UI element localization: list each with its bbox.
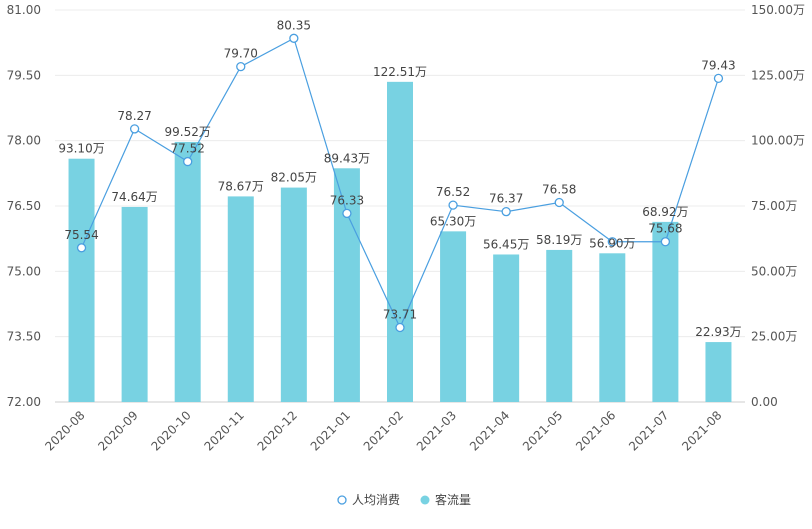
bar (705, 342, 732, 402)
line-value-label: 76.58 (542, 183, 576, 197)
bar-value-label: 122.51万 (373, 65, 427, 79)
y-right-tick-label: 0.00 (751, 395, 778, 409)
bar (493, 254, 520, 402)
bar-series (68, 81, 732, 403)
bar-value-label: 82.05万 (271, 171, 317, 185)
line-series (76, 33, 724, 333)
bar (68, 158, 95, 402)
bar (227, 196, 254, 402)
legend: 人均消费 客流量 (337, 492, 472, 507)
legend-line-marker (337, 495, 347, 505)
line-point (660, 237, 671, 247)
line-point (183, 156, 193, 167)
x-tick-label: 2021-02 (361, 408, 406, 453)
legend-item-line[interactable]: 人均消费 (337, 493, 400, 507)
line-point (554, 197, 564, 208)
bar-value-label: 93.10万 (58, 142, 104, 156)
y-left-tick-label: 78.00 (7, 134, 41, 148)
x-tick-label: 2020-09 (95, 408, 140, 453)
legend-bar-label: 客流量 (435, 492, 471, 507)
bar (121, 206, 148, 402)
line-value-label: 76.37 (489, 192, 523, 206)
x-tick-label: 2021-07 (626, 408, 671, 453)
line-point (129, 124, 140, 134)
bar (387, 81, 413, 403)
bar-value-label: 65.30万 (430, 214, 476, 228)
line-point (236, 61, 246, 72)
bar (333, 168, 360, 402)
x-tick-label: 2021-06 (573, 408, 618, 453)
y-right-tick-label: 150.00万 (751, 3, 805, 17)
y-left-tick-label: 75.00 (7, 264, 41, 278)
y-right-tick-label: 100.00万 (751, 134, 805, 148)
bar (546, 249, 573, 402)
line-value-label: 73.71 (383, 308, 417, 322)
line-value-label: 76.52 (436, 185, 470, 199)
line-value-label: 79.70 (224, 47, 258, 61)
bar (280, 187, 307, 402)
line-value-label: 79.43 (701, 58, 735, 72)
x-tick-label: 2021-01 (308, 408, 353, 453)
y-left-tick-label: 76.50 (7, 199, 41, 213)
bar-value-label: 78.67万 (218, 179, 264, 193)
bar-value-label: 58.19万 (536, 233, 582, 247)
y-right-tick-label: 25.00万 (751, 330, 797, 344)
bar (652, 221, 679, 402)
x-tick-label: 2021-04 (467, 408, 512, 453)
legend-line-label: 人均消费 (352, 493, 400, 507)
bar (174, 141, 201, 402)
bar (599, 253, 626, 402)
x-tick-label: 2020-10 (148, 408, 193, 453)
x-tick-label: 2021-08 (679, 408, 724, 453)
y-left-tick-label: 72.00 (7, 395, 41, 409)
x-tick-label: 2020-08 (42, 408, 87, 453)
line-point (607, 237, 617, 247)
line-value-label: 78.27 (117, 109, 151, 123)
x-tick-label: 2021-05 (520, 408, 565, 453)
y-left-tick-label: 73.50 (7, 330, 41, 344)
x-tick-label: 2021-03 (414, 408, 459, 453)
legend-item-bar[interactable]: 客流量 (420, 492, 472, 507)
y-right-tick-label: 125.00万 (751, 68, 805, 82)
bar-value-label: 68.92万 (642, 205, 688, 219)
y-left-tick-label: 81.00 (7, 3, 41, 17)
x-tick-label: 2020-12 (255, 408, 300, 453)
bar-value-label: 56.45万 (483, 237, 529, 251)
line-value-label: 75.54 (64, 228, 98, 242)
data-labels: 93.10万 74.64万 99.52万 78.67万 82.05万 89.43万 122.… (58, 18, 741, 339)
line-value-label: 75.68 (648, 222, 682, 236)
x-tick-label: 2020-11 (202, 408, 247, 453)
line-value-label: 77.52 (171, 142, 205, 156)
bar-value-label: 56.90万 (589, 236, 635, 250)
legend-bar-marker (420, 495, 430, 505)
line-point (289, 33, 299, 43)
bar (440, 231, 467, 402)
line-point (448, 200, 458, 210)
line-point (713, 73, 724, 84)
bar-value-label: 99.52万 (165, 125, 211, 139)
y-right-tick-label: 75.00万 (751, 199, 797, 213)
y-right-tick-label: 50.00万 (751, 264, 797, 278)
line-point (76, 243, 87, 253)
bar-value-label: 89.43万 (324, 151, 370, 165)
line-point (501, 207, 511, 217)
line-value-label: 80.35 (277, 18, 311, 32)
line-value-label: 76.33 (330, 193, 364, 207)
line-point (395, 322, 405, 333)
bar-value-label: 74.64万 (111, 190, 157, 204)
bar-value-label: 22.93万 (695, 325, 741, 339)
line-point (342, 208, 352, 219)
y-left-tick-label: 79.50 (7, 68, 41, 82)
